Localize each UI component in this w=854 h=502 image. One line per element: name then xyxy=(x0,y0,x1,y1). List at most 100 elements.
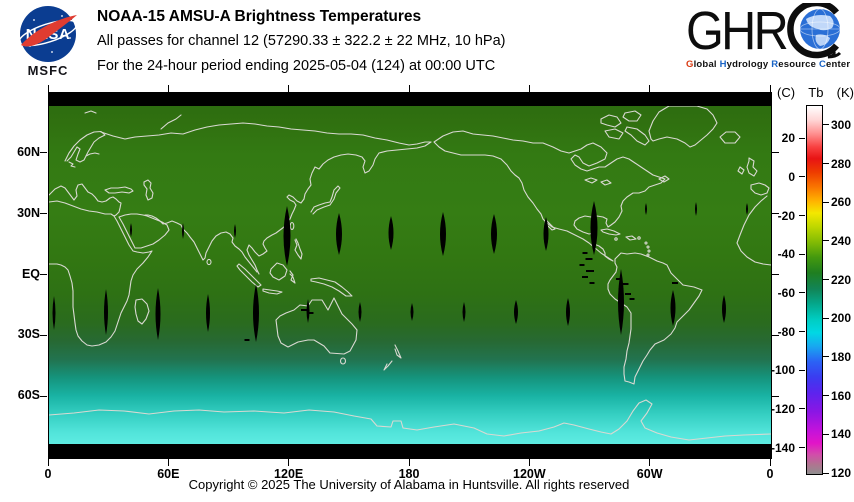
lat-tick xyxy=(772,213,779,215)
orbit-gap-dash xyxy=(589,282,595,284)
lon-label: 60W xyxy=(636,467,663,481)
colorbar-k-tick xyxy=(823,356,829,358)
lon-tick xyxy=(47,85,49,92)
orbit-gap-diamond xyxy=(645,203,647,215)
ghrc-tagline-initial: H xyxy=(719,59,727,70)
orbit-gap-dash xyxy=(301,309,307,311)
ghrc-monogram-icon: GHR xyxy=(686,0,842,61)
plot-title: NOAA-15 AMSU-A Brightness Temperatures xyxy=(97,8,422,25)
orbit-gap-dash xyxy=(308,312,314,314)
colorbar-c-tick xyxy=(799,137,805,139)
colorbar-c-tick xyxy=(799,369,805,371)
orbit-gap-dash xyxy=(582,276,588,278)
orbit-gap-marks xyxy=(52,201,748,342)
orbit-gap-diamond xyxy=(462,302,466,322)
lat-tick xyxy=(40,213,47,215)
msfc-label: MSFC xyxy=(27,63,69,78)
colorbar-c-tick xyxy=(799,408,805,410)
colorbar-k-label: 120 xyxy=(831,466,852,480)
ghrc-tagline-initial: C xyxy=(818,59,827,70)
orbit-gap-dash xyxy=(672,282,678,284)
orbit-gap-dash xyxy=(618,288,624,290)
colorbar-k-label: 220 xyxy=(831,272,852,287)
lon-label: 0 xyxy=(766,467,774,481)
no-data-strip-top xyxy=(49,93,771,106)
orbit-gap-diamond xyxy=(253,284,259,342)
colorbar-k-label: 160 xyxy=(831,388,852,403)
ghrc-globe-icon xyxy=(799,8,841,50)
colorbar-k-tick xyxy=(823,163,829,165)
orbit-gap-diamond xyxy=(670,290,676,326)
lon-tick xyxy=(167,85,169,92)
orbit-gap-dash xyxy=(586,270,594,272)
orbit-gap-diamond xyxy=(206,294,210,332)
lat-tick xyxy=(772,395,779,397)
orbit-gap-dash xyxy=(616,278,622,280)
colorbar-c-tick xyxy=(799,215,805,217)
colorbar-k-tick xyxy=(823,240,829,242)
colorbar-c-label: -100 xyxy=(770,363,795,378)
ghrc-tagline-word: enter xyxy=(826,59,851,70)
colorbar-c-label: -140 xyxy=(770,440,795,455)
orbit-gap-diamond xyxy=(130,223,132,237)
lon-label: 120E xyxy=(274,467,304,481)
colorbar-k-tick xyxy=(823,317,829,319)
brightness-temperature-map xyxy=(48,92,772,459)
lon-tick xyxy=(769,459,771,466)
colorbar-c-tick xyxy=(799,447,805,449)
orbit-gap-diamond xyxy=(695,202,697,216)
orbit-gap-dash xyxy=(579,264,585,266)
colorbar-k-label: 260 xyxy=(831,195,852,210)
orbit-gap-dash xyxy=(244,339,250,341)
lon-label: 180 xyxy=(398,467,420,481)
colorbar-c-tick xyxy=(799,253,805,255)
ghrc-tagline-word: esource xyxy=(778,59,819,70)
lat-label: 60N xyxy=(17,144,40,159)
orbit-gap-diamond xyxy=(182,223,184,239)
orbit-gap-diamond xyxy=(618,269,624,335)
colorbar-k-tick xyxy=(823,433,829,435)
colorbar-c-label: -60 xyxy=(777,285,795,300)
nasa-meatball-icon: NASA xyxy=(18,6,78,62)
lon-label: 60E xyxy=(157,467,180,481)
lon-tick xyxy=(408,459,410,466)
colorbar-c-label: 20 xyxy=(781,131,795,146)
lat-label: 30S xyxy=(17,327,40,342)
orbit-gap-diamond xyxy=(722,295,726,323)
orbit-gap-diamond xyxy=(388,216,394,250)
lat-tick xyxy=(772,152,779,154)
colorbar-c-label: -40 xyxy=(777,247,795,262)
plot-subtitle-period: For the 24-hour period ending 2025-05-04… xyxy=(97,58,496,74)
orbit-gap-diamond xyxy=(543,217,549,251)
lon-tick xyxy=(288,85,290,92)
nasa-logo: NASA MSFC xyxy=(12,4,84,80)
orbit-gap-diamond xyxy=(491,214,497,254)
colorbar-k-label: 200 xyxy=(831,311,852,326)
lat-tick xyxy=(40,152,47,154)
lon-label: 0 xyxy=(44,467,52,481)
lat-label: 30N xyxy=(17,205,40,220)
lon-tick xyxy=(167,459,169,466)
orbit-gap-diamond xyxy=(104,289,108,335)
orbit-gap-diamond xyxy=(566,298,570,326)
orbit-gap-diamond xyxy=(514,300,518,324)
colorbar-k-label: 240 xyxy=(831,233,852,248)
orbit-gap-diamond xyxy=(440,212,446,256)
ghrc-logo: GHR Global Hydrology Resource Center xyxy=(686,0,851,79)
lat-label: EQ xyxy=(21,266,40,281)
colorbar-c-label: -80 xyxy=(777,324,795,339)
colorbar-label-kelvin: (K) xyxy=(836,85,854,100)
lon-label: 120W xyxy=(513,467,546,481)
colorbar-label-celsius: (C) xyxy=(777,85,796,100)
lon-tick xyxy=(408,85,410,92)
map-overlay xyxy=(49,105,771,441)
lon-tick xyxy=(769,85,771,92)
orbit-gap-diamond xyxy=(410,303,414,321)
orbit-gap-diamond xyxy=(306,299,310,323)
orbit-gap-dash xyxy=(621,283,629,285)
orbit-gap-diamond xyxy=(358,302,362,322)
coastlines xyxy=(49,105,771,441)
colorbar-c-tick xyxy=(799,176,805,178)
lon-tick xyxy=(649,459,651,466)
